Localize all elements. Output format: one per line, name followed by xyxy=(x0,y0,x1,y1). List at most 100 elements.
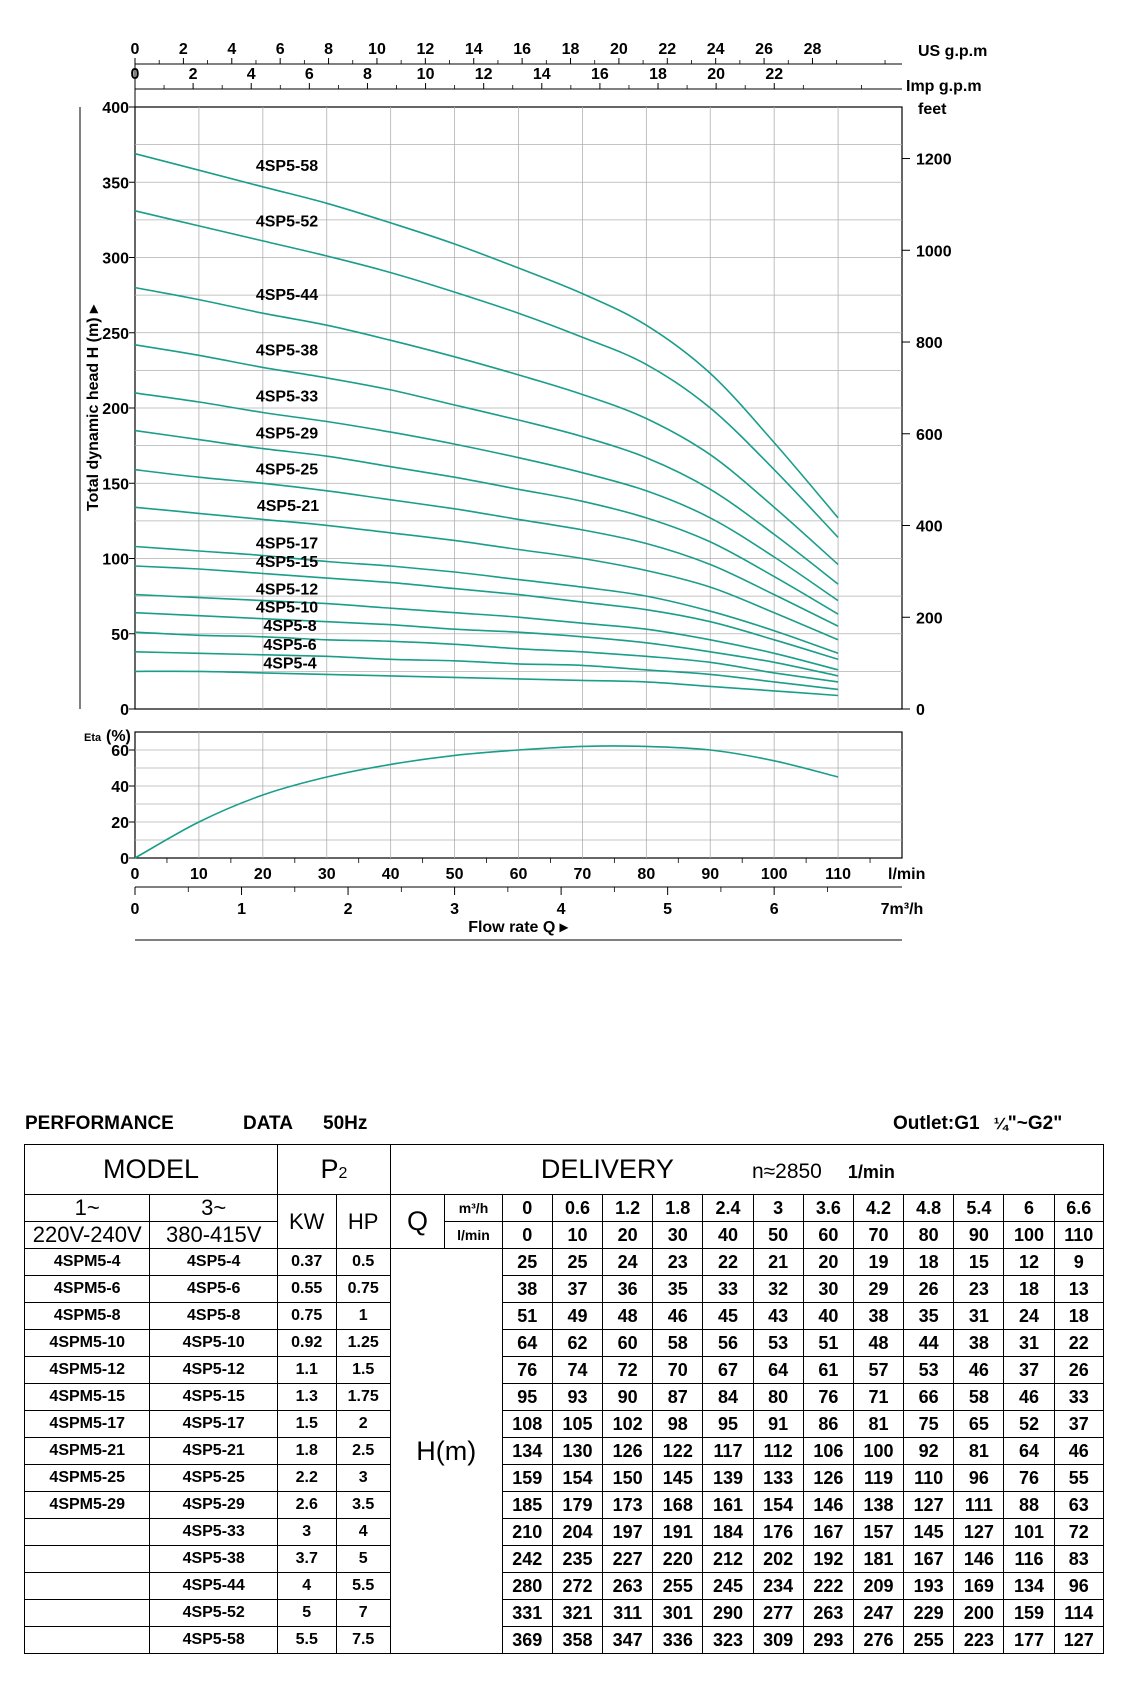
head-value: 191 xyxy=(652,1518,704,1546)
head-value: 122 xyxy=(652,1437,704,1465)
phase-3-header: 3~ xyxy=(149,1194,278,1222)
us-gpm-tick-label: 2 xyxy=(179,41,188,58)
hp-value: 1.75 xyxy=(335,1383,391,1411)
model-header: MODEL xyxy=(24,1144,278,1195)
head-value: 53 xyxy=(752,1329,804,1357)
head-value: 35 xyxy=(903,1302,955,1330)
kw-header: KW xyxy=(276,1194,337,1249)
head-value: 30 xyxy=(802,1275,854,1303)
head-value: 242 xyxy=(501,1545,553,1573)
head-value: 100 xyxy=(852,1437,905,1465)
eta-curve xyxy=(134,745,839,859)
head-value: 323 xyxy=(702,1626,754,1654)
head-value: 245 xyxy=(702,1572,754,1600)
us-gpm-tick-label: 0 xyxy=(131,41,140,58)
head-value: 38 xyxy=(501,1275,553,1303)
head-value: 60 xyxy=(602,1329,654,1357)
imp-gpm-tick-label: 8 xyxy=(363,66,372,83)
q-m3h-value: 1.8 xyxy=(652,1194,704,1222)
table-row: 4SP5-44 4 5.5 280 272 263 255 245 234 222 209 193 16… xyxy=(23,1572,1105,1600)
kw-value: 3 xyxy=(276,1518,337,1546)
head-value: 168 xyxy=(652,1491,704,1519)
head-value: 33 xyxy=(1053,1383,1105,1411)
q-m3h-value: 5.4 xyxy=(953,1194,1005,1222)
head-curve-4sp5-52 xyxy=(134,210,839,538)
series-label: 4SP5-6 xyxy=(263,637,316,654)
head-value: 74 xyxy=(551,1356,604,1384)
head-value: 161 xyxy=(702,1491,754,1519)
us-gpm-tick-label: 18 xyxy=(562,41,580,58)
frequency-label: 50Hz xyxy=(323,1113,368,1134)
head-value: 53 xyxy=(903,1356,955,1384)
q-m3h-value: 0.6 xyxy=(551,1194,604,1222)
head-value: 71 xyxy=(852,1383,905,1411)
head-value: 95 xyxy=(501,1383,553,1411)
lmin-unit-label: l/min xyxy=(888,866,925,883)
three-phase-model: 4SP5-29 xyxy=(149,1491,278,1519)
single-phase-model: 4SPM5-17 xyxy=(23,1410,151,1438)
flow-rate-label: Flow rate Q ▸ xyxy=(468,919,569,936)
head-curve-4sp5-17 xyxy=(134,545,839,655)
three-phase-model: 4SP5-52 xyxy=(149,1599,278,1627)
y-tick-label: 350 xyxy=(102,175,129,192)
head-value: 108 xyxy=(501,1410,553,1438)
q-lmin-value: 90 xyxy=(953,1221,1005,1249)
head-value: 63 xyxy=(1053,1491,1105,1519)
head-value: 83 xyxy=(1053,1545,1105,1573)
head-value: 35 xyxy=(652,1275,704,1303)
table-row: 4SPM5-10 4SP5-10 0.92 1.25 64 62 60 58 56 53 51 48 4… xyxy=(23,1329,1105,1357)
lmin-tick-label: 50 xyxy=(446,866,464,883)
hp-value: 5.5 xyxy=(335,1572,391,1600)
head-value: 110 xyxy=(903,1464,955,1492)
q-m3h-value: 6.6 xyxy=(1053,1194,1105,1222)
y-tick-label: 150 xyxy=(102,476,129,493)
head-value: 255 xyxy=(903,1626,955,1654)
y-tick-label: 300 xyxy=(102,251,129,268)
table-row: 4SP5-33 3 4 210 204 197 191 184 176 167 157 145 127 1… xyxy=(23,1518,1105,1546)
head-value: 212 xyxy=(702,1545,754,1573)
head-value: 66 xyxy=(903,1383,955,1411)
head-value: 139 xyxy=(702,1464,754,1492)
table-row: 4SPM5-15 4SP5-15 1.3 1.75 95 93 90 87 84 80 76 71 66… xyxy=(23,1383,1105,1411)
head-value: 37 xyxy=(551,1275,604,1303)
unit-m3h: m³/h xyxy=(444,1194,503,1222)
single-phase-model: 4SPM5-12 xyxy=(23,1356,151,1384)
head-value: 247 xyxy=(852,1599,905,1627)
us-gpm-tick-label: 28 xyxy=(804,41,822,58)
q-m3h-value: 4.8 xyxy=(903,1194,955,1222)
head-value: 81 xyxy=(953,1437,1005,1465)
p2-header: P2 xyxy=(276,1144,391,1195)
head-value: 106 xyxy=(802,1437,854,1465)
head-value: 145 xyxy=(903,1518,955,1546)
head-value: 23 xyxy=(652,1248,704,1276)
head-value: 134 xyxy=(501,1437,553,1465)
head-curve-4sp5-29 xyxy=(134,429,839,615)
series-label: 4SP5-44 xyxy=(256,287,318,304)
head-value: 369 xyxy=(501,1626,553,1654)
hp-value: 3.5 xyxy=(335,1491,391,1519)
head-value: 31 xyxy=(953,1302,1005,1330)
voltage-1-header: 220V-240V xyxy=(23,1221,151,1249)
single-phase-model xyxy=(23,1599,151,1627)
head-value: 150 xyxy=(602,1464,654,1492)
head-value: 235 xyxy=(551,1545,604,1573)
head-curve-4sp5-38 xyxy=(134,344,839,585)
head-value: 336 xyxy=(652,1626,704,1654)
head-value: 56 xyxy=(702,1329,754,1357)
q-lmin-value: 100 xyxy=(1003,1221,1055,1249)
q-m3h-value: 1.2 xyxy=(602,1194,654,1222)
head-value: 204 xyxy=(551,1518,604,1546)
us-gpm-tick-label: 6 xyxy=(276,41,285,58)
m3h-tick-label: 0 xyxy=(131,901,140,918)
head-value: 76 xyxy=(501,1356,553,1384)
kw-value: 2.6 xyxy=(276,1491,337,1519)
hp-value: 7 xyxy=(335,1599,391,1627)
head-value: 176 xyxy=(752,1518,804,1546)
kw-value: 0.55 xyxy=(276,1275,337,1303)
head-value: 202 xyxy=(752,1545,804,1573)
kw-value: 3.7 xyxy=(276,1545,337,1573)
head-value: 105 xyxy=(551,1410,604,1438)
head-value: 210 xyxy=(501,1518,553,1546)
head-value: 64 xyxy=(501,1329,553,1357)
single-phase-model: 4SPM5-25 xyxy=(23,1464,151,1492)
